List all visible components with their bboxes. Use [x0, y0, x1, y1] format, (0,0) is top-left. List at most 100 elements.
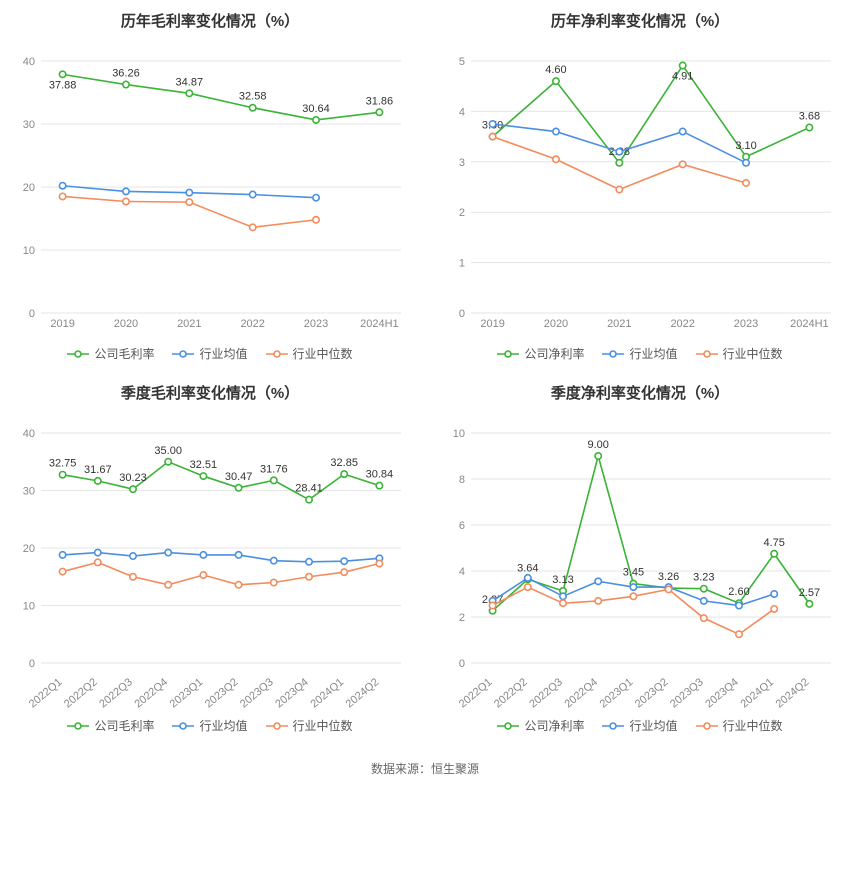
- data-label: 32.85: [330, 457, 358, 469]
- legend-swatch-icon: [266, 349, 288, 359]
- point-company: [123, 81, 129, 87]
- svg-text:10: 10: [23, 245, 35, 257]
- legend-label: 公司毛利率: [94, 345, 154, 362]
- point-company: [186, 90, 192, 96]
- point-industry_median: [130, 574, 136, 580]
- chart-title: 季度净利率变化情况（%）: [435, 382, 845, 403]
- svg-text:2022: 2022: [670, 318, 694, 330]
- legend-swatch-icon: [266, 721, 288, 731]
- point-industry_median: [235, 582, 241, 588]
- x-axis: 2022Q12022Q22022Q32022Q42023Q12023Q22023…: [457, 676, 812, 710]
- legend-label: 行业中位数: [293, 717, 353, 734]
- point-industry_avg: [630, 584, 636, 590]
- svg-text:2022Q4: 2022Q4: [562, 676, 600, 710]
- legend-item-industry_avg: 行业均值: [602, 717, 677, 734]
- svg-text:2022Q2: 2022Q2: [62, 676, 100, 710]
- svg-text:2022Q4: 2022Q4: [132, 676, 170, 710]
- svg-text:2023Q2: 2023Q2: [203, 676, 241, 710]
- chart-svg: 0102030402022Q12022Q22022Q32022Q42023Q12…: [5, 411, 415, 711]
- point-industry_avg: [553, 128, 559, 134]
- series-industry_median: [63, 562, 380, 584]
- legend-swatch-icon: [67, 349, 89, 359]
- svg-text:40: 40: [23, 428, 35, 440]
- data-label: 35.00: [154, 445, 182, 457]
- svg-text:2024Q2: 2024Q2: [774, 676, 812, 710]
- svg-text:2023Q2: 2023Q2: [633, 676, 671, 710]
- svg-text:0: 0: [459, 658, 465, 670]
- svg-text:40: 40: [23, 56, 35, 68]
- data-label: 9.00: [587, 439, 608, 451]
- svg-text:2024Q2: 2024Q2: [344, 676, 382, 710]
- legend: 公司净利率 行业均值 行业中位数: [435, 717, 845, 734]
- legend-label: 行业均值: [199, 345, 247, 362]
- point-industry_median: [679, 161, 685, 167]
- data-label: 34.87: [176, 76, 204, 88]
- svg-text:2023: 2023: [304, 318, 328, 330]
- svg-text:2021: 2021: [607, 318, 631, 330]
- svg-text:0: 0: [29, 658, 35, 670]
- data-label: 32.75: [49, 458, 77, 470]
- point-industry_median: [341, 569, 347, 575]
- point-industry_median: [306, 574, 312, 580]
- legend-swatch-icon: [67, 721, 89, 731]
- point-company: [771, 551, 777, 557]
- point-company: [95, 478, 101, 484]
- legend: 公司净利率 行业均值 行业中位数: [435, 345, 845, 362]
- point-company: [701, 586, 707, 592]
- svg-text:3: 3: [459, 157, 465, 169]
- legend-item-industry_avg: 行业均值: [172, 717, 247, 734]
- point-industry_avg: [59, 552, 65, 558]
- legend-label: 行业中位数: [293, 345, 353, 362]
- legend-item-company: 公司毛利率: [67, 717, 154, 734]
- data-label: 2.57: [799, 587, 820, 599]
- point-industry_avg: [130, 553, 136, 559]
- legend-swatch-icon: [696, 349, 718, 359]
- legend: 公司毛利率 行业均值 行业中位数: [5, 345, 415, 362]
- point-company: [235, 485, 241, 491]
- point-industry_avg: [165, 549, 171, 555]
- point-company: [341, 471, 347, 477]
- svg-text:2022Q1: 2022Q1: [457, 676, 495, 710]
- series-industry_avg: [63, 553, 380, 562]
- point-company: [376, 482, 382, 488]
- data-label: 31.67: [84, 464, 112, 476]
- point-industry_avg: [616, 149, 622, 155]
- legend-label: 公司净利率: [524, 717, 584, 734]
- data-label: 3.68: [799, 111, 820, 123]
- point-company: [271, 477, 277, 483]
- point-industry_avg: [313, 195, 319, 201]
- point-industry_median: [186, 199, 192, 205]
- legend-label: 行业中位数: [723, 717, 783, 734]
- legend-item-industry_median: 行业中位数: [266, 717, 353, 734]
- point-industry_median: [553, 156, 559, 162]
- data-label: 3.26: [658, 571, 679, 583]
- chart-title: 历年毛利率变化情况（%）: [5, 10, 415, 31]
- data-label: 37.88: [49, 79, 77, 91]
- legend-item-industry_avg: 行业均值: [172, 345, 247, 362]
- series-company: [63, 74, 380, 120]
- legend-item-company: 公司毛利率: [67, 345, 154, 362]
- svg-text:20: 20: [23, 543, 35, 555]
- chart-svg: 02468102022Q12022Q22022Q32022Q42023Q1202…: [435, 411, 845, 711]
- svg-text:2023Q3: 2023Q3: [668, 676, 706, 710]
- point-industry_avg: [771, 591, 777, 597]
- point-industry_avg: [271, 557, 277, 563]
- point-industry_avg: [595, 578, 601, 584]
- chart-quarterly_net: 季度净利率变化情况（%）02468102022Q12022Q22022Q3202…: [435, 382, 845, 734]
- point-industry_avg: [186, 189, 192, 195]
- point-industry_median: [376, 560, 382, 566]
- point-industry_avg: [489, 121, 495, 127]
- point-company: [553, 78, 559, 84]
- data-label: 3.10: [735, 140, 756, 152]
- data-label: 28.41: [295, 483, 323, 495]
- svg-text:2023Q4: 2023Q4: [273, 676, 311, 710]
- point-company: [200, 473, 206, 479]
- point-industry_median: [489, 602, 495, 608]
- data-label: 4.75: [763, 537, 784, 549]
- point-industry_avg: [95, 549, 101, 555]
- svg-text:2022Q3: 2022Q3: [97, 676, 135, 710]
- svg-text:2022Q2: 2022Q2: [492, 676, 530, 710]
- data-label: 32.51: [190, 459, 218, 471]
- svg-text:2022Q1: 2022Q1: [27, 676, 65, 710]
- svg-text:2019: 2019: [480, 318, 504, 330]
